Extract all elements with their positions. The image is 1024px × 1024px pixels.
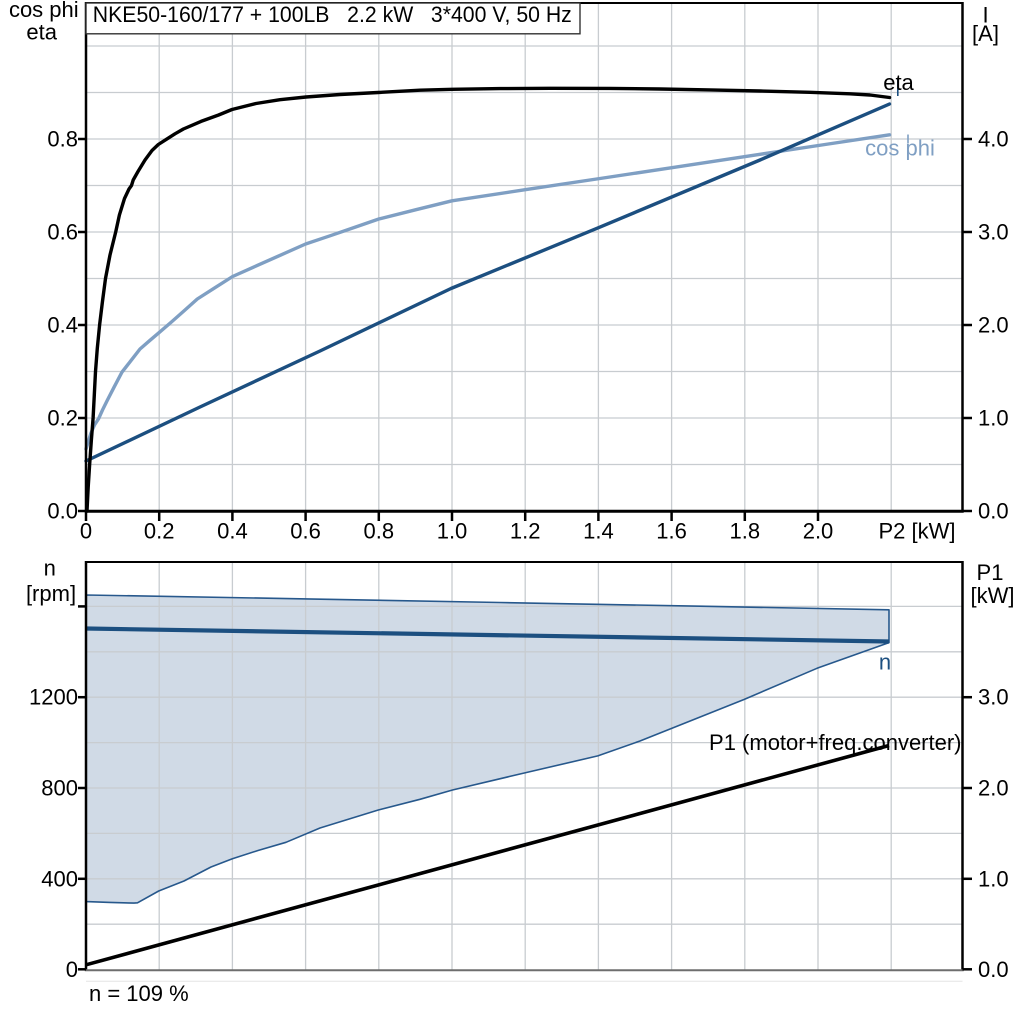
svg-text:1.0: 1.0 — [978, 406, 1009, 431]
svg-text:[rpm]: [rpm] — [26, 581, 76, 606]
svg-text:0.0: 0.0 — [978, 957, 1009, 982]
svg-text:P1 (motor+freq.converter): P1 (motor+freq.converter) — [709, 730, 961, 755]
svg-text:[A]: [A] — [972, 21, 999, 46]
svg-text:2.0: 2.0 — [978, 776, 1009, 801]
svg-text:n: n — [44, 556, 56, 581]
svg-text:1.0: 1.0 — [978, 866, 1009, 891]
svg-text:0.8: 0.8 — [364, 519, 395, 544]
svg-text:0.6: 0.6 — [290, 519, 321, 544]
svg-text:2.0: 2.0 — [803, 519, 834, 544]
svg-text:400: 400 — [41, 866, 78, 891]
svg-text:NKE50-160/177 + 100LB 2.2 kW: NKE50-160/177 + 100LB 2.2 kW 3*400 V, 50… — [93, 2, 572, 27]
svg-text:2.0: 2.0 — [978, 313, 1009, 338]
svg-text:[kW]: [kW] — [971, 583, 1015, 608]
svg-text:0.0: 0.0 — [978, 499, 1009, 524]
svg-text:800: 800 — [41, 776, 78, 801]
svg-text:3.0: 3.0 — [978, 220, 1009, 245]
svg-text:n: n — [879, 650, 891, 675]
svg-text:1200: 1200 — [29, 685, 78, 710]
svg-text:0: 0 — [66, 957, 78, 982]
svg-text:cos phi: cos phi — [9, 0, 79, 22]
svg-text:0.2: 0.2 — [47, 406, 78, 431]
svg-text:0.8: 0.8 — [47, 127, 78, 152]
svg-text:P2 [kW]: P2 [kW] — [878, 519, 955, 544]
svg-text:I: I — [982, 3, 988, 28]
svg-text:3.0: 3.0 — [978, 685, 1009, 710]
svg-text:P1: P1 — [977, 560, 1004, 585]
svg-text:1.6: 1.6 — [656, 519, 687, 544]
svg-text:0.2: 0.2 — [144, 519, 175, 544]
svg-text:4.0: 4.0 — [978, 127, 1009, 152]
svg-text:1.4: 1.4 — [583, 519, 614, 544]
svg-text:0.6: 0.6 — [47, 220, 78, 245]
svg-text:eta: eta — [883, 70, 914, 95]
svg-text:0.4: 0.4 — [217, 519, 248, 544]
svg-text:1.2: 1.2 — [510, 519, 541, 544]
svg-text:1.8: 1.8 — [730, 519, 761, 544]
svg-text:0: 0 — [80, 519, 92, 544]
svg-text:eta: eta — [26, 20, 57, 45]
svg-text:1.0: 1.0 — [437, 519, 468, 544]
svg-text:0.4: 0.4 — [47, 313, 78, 338]
svg-text:0.0: 0.0 — [47, 499, 78, 524]
svg-text:cos phi: cos phi — [865, 136, 935, 161]
svg-text:n = 109 %: n = 109 % — [89, 981, 189, 1006]
